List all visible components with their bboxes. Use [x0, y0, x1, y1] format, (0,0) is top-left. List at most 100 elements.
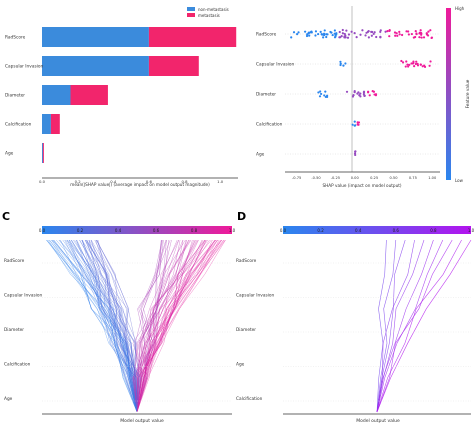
- panel-c-colorbar-tick: 0.6: [153, 228, 160, 233]
- legend-swatch-non-metastasis: [187, 7, 195, 11]
- panel-c-colorbar-tick: 0.0: [39, 228, 46, 233]
- panel-c-y-label-calcification: Calcification: [4, 362, 31, 368]
- shap-point-radscore: [333, 36, 337, 39]
- shap-point-radscore: [343, 36, 346, 39]
- panel-c-y-labels: RadScore Capsular Invasion Diameter Calcifi…: [4, 258, 232, 402]
- shap-point-radscore: [347, 33, 351, 36]
- panel-a-x-label: mean(|SHAP value|) (average impact on mo…: [70, 182, 210, 187]
- shap-point-radscore: [373, 31, 376, 34]
- shap-point-capsular-invasion: [408, 63, 411, 66]
- shap-point-diameter: [359, 92, 362, 95]
- shap-point-diameter: [323, 94, 326, 97]
- panel-a-x-ticks: 0.0 0.2 0.4 0.6 0.8 1.0: [39, 179, 224, 184]
- panel-d-colorbar-tick: 0.6: [393, 228, 400, 233]
- panel-d-decision-lines: [376, 239, 472, 413]
- panel-b-y-labels: RadScore Capsular Invasion Diameter Calcifi…: [256, 32, 295, 158]
- panel-d-decision-line: [376, 239, 397, 413]
- panel-c-decision-lines: [46, 239, 226, 413]
- panel-d-decision-line: [376, 239, 453, 413]
- panel-d-decision-plot: D 0.0 0.2 0.4 0.6 0.8 1.0 RadScore Capsular In…: [236, 210, 474, 424]
- shap-point-radscore: [326, 33, 329, 36]
- panel-a-x-tick: 0.2: [75, 179, 82, 184]
- bar-radscore-metastasis: [148, 27, 237, 47]
- shap-point-diameter: [374, 93, 378, 96]
- panel-b-beeswarm: RadScore Capsular Invasion Diameter Calcifi…: [256, 6, 470, 188]
- shap-point-calcification: [354, 124, 357, 127]
- panel-c-decision-line: [86, 239, 141, 413]
- bar-age-non-metastasis: [42, 143, 43, 163]
- panel-d-decision-line: [376, 239, 434, 413]
- panel-c-decision-line: [136, 239, 189, 413]
- shap-point-radscore: [393, 31, 397, 34]
- shap-point-calcification: [351, 123, 354, 126]
- panel-d-colorbar-tick: 1.0: [468, 228, 474, 233]
- shap-point-radscore: [415, 32, 418, 35]
- panel-c-colorbar: [42, 226, 232, 234]
- panel-c-decision-line: [136, 239, 223, 413]
- shap-point-radscore: [426, 34, 430, 37]
- shap-point-diameter: [324, 90, 327, 93]
- shap-point-radscore: [370, 30, 373, 34]
- bar-diameter-metastasis: [70, 85, 108, 105]
- panel-c-decision-line: [52, 239, 138, 413]
- panel-b-x-tick: -0.75: [292, 176, 301, 180]
- panel-b-y-label-capsular-invasion: Capsular Invasion: [256, 62, 295, 68]
- shap-point-radscore: [394, 34, 397, 37]
- panel-d-decision-line: [376, 239, 387, 413]
- shap-point-capsular-invasion: [412, 60, 415, 63]
- shap-point-radscore: [323, 29, 326, 32]
- shap-point-radscore: [297, 31, 300, 34]
- panel-a-y-label-radscore: RadScore: [5, 35, 26, 41]
- shap-point-capsular-invasion: [416, 64, 420, 67]
- shap-point-radscore: [395, 32, 398, 35]
- panel-d-y-label-diameter: Diameter: [236, 327, 256, 333]
- panel-d-y-label-calcification: Calcification: [236, 396, 263, 402]
- panel-a-y-label-age: Age: [5, 151, 14, 157]
- panel-c-decision-line: [136, 239, 218, 413]
- shap-point-capsular-invasion: [406, 63, 409, 66]
- shap-point-radscore: [340, 35, 343, 38]
- shap-point-capsular-invasion: [429, 60, 432, 63]
- bar-radscore-non-metastasis: [42, 27, 149, 47]
- shap-point-capsular-invasion: [400, 59, 403, 63]
- shap-point-radscore: [341, 32, 344, 35]
- panel-d-label: D: [237, 210, 246, 223]
- panel-c-decision-line: [136, 239, 222, 413]
- shap-point-radscore: [414, 29, 417, 33]
- shap-point-capsular-invasion: [339, 62, 342, 65]
- panel-b-y-label-diameter: Diameter: [256, 92, 276, 98]
- panel-a-bar-chart: RadScore Capsular Invasion Diameter Calcifi…: [5, 7, 238, 187]
- panel-d-y-label-age: Age: [236, 362, 245, 368]
- shap-point-radscore: [350, 30, 353, 33]
- shap-point-radscore: [319, 30, 322, 33]
- legend-label-non-metastasis: non-metastasis: [198, 7, 229, 12]
- shap-point-radscore: [320, 33, 323, 36]
- panel-a-x-tick: 0.0: [39, 179, 46, 184]
- shap-point-diameter: [326, 94, 329, 97]
- panel-d-y-label-capsular-invasion: Capsular Invasion: [236, 293, 275, 299]
- legend-swatch-metastasis: [187, 13, 195, 17]
- panel-c-decision-line: [136, 239, 224, 413]
- bar-calcification-metastasis: [50, 114, 60, 134]
- shap-point-radscore: [400, 33, 404, 37]
- shap-point-radscore: [331, 33, 334, 37]
- panel-c-decision-line: [136, 239, 215, 413]
- panel-c-colorbar-tick: 0.2: [77, 228, 84, 233]
- shap-point-calcification: [357, 121, 361, 124]
- shap-point-capsular-invasion: [404, 65, 407, 68]
- shap-point-radscore: [418, 36, 421, 39]
- panel-b-colorbar: [446, 8, 451, 180]
- panel-b-x-tick: 1.00: [428, 176, 437, 180]
- panel-c-decision-plot: C 0.0 0.2 0.4 0.6 0.8 1.0 RadScore Capsular In…: [2, 210, 236, 424]
- shap-point-radscore: [410, 32, 413, 36]
- shap-point-radscore: [366, 30, 370, 33]
- shap-point-diameter: [359, 95, 362, 98]
- shap-point-radscore: [419, 31, 423, 34]
- shap-point-radscore: [370, 34, 373, 37]
- panel-c-colorbar-ticks: 0.0 0.2 0.4 0.6 0.8 1.0: [39, 228, 236, 233]
- panel-a-bars: [42, 27, 237, 163]
- bar-age-metastasis: [42, 143, 44, 163]
- shap-point-radscore: [330, 31, 333, 34]
- shap-point-radscore: [398, 33, 401, 36]
- shap-point-capsular-invasion: [407, 65, 410, 68]
